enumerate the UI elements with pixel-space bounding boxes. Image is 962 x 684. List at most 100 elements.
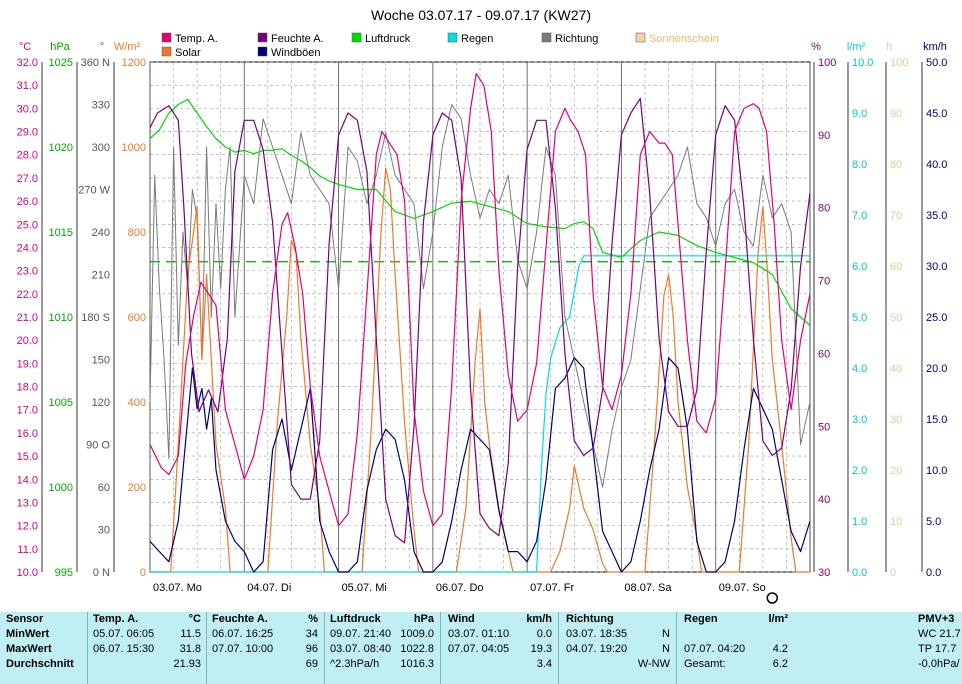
sunshine-axis-tick: 30 [890,414,902,426]
solar-axis-tick: 800 [128,227,146,239]
x-axis-labels: 03.07. Mo 04.07. Di 05.07. Mi 06.07. Do 07.0… [153,582,766,594]
stats-temp-max-time: 06.07. 15:30 [93,643,155,655]
direction-axis-tick: 120 [92,397,110,409]
stats-temp-header: Temp. A. [93,613,139,625]
stats-pressure-avg-time: ^2.3hPa/h [330,658,380,670]
stats-row-label-min: MinWert [6,628,50,640]
rain-axis-tick: 9.0 [852,108,867,120]
stats-rain-max-time: 07.07. 04:20 [684,643,746,655]
series-line-temp-a- [149,72,811,527]
sunshine-axis-tick: 70 [890,210,902,222]
rain-axis-tick: 1.0 [852,516,867,528]
temp-axis-tick: 19.0 [17,358,38,370]
stats-pressure-avg-value: 1016.3 [400,658,434,670]
chart-title: Woche 03.07.17 - 09.07.17 (KW27) [371,7,591,23]
series-line-windb-en [149,357,811,573]
stats-humidity-max-time: 07.07. 10:00 [212,643,274,655]
legend-item-pressure: Luftdruck [351,32,411,45]
series-line-regen [150,255,810,573]
legend-swatch [447,32,458,43]
solar-axis-tick: 1000 [122,142,146,154]
x-axis-label: 07.07. Fr [530,582,574,594]
rain-axis-tick: 7.0 [852,210,867,222]
stats-direction-column: Richtung 03.07. 18:35 N 04.07. 19:20 N W-N… [566,612,670,684]
sunshine-axis-tick: 0 [890,567,896,579]
solar-axis-tick: 600 [128,312,146,324]
legend-label: Feuchte A. [271,33,324,45]
wind-axis-tick: 20.0 [926,363,947,375]
series-line-feuchte-a- [149,97,811,544]
temp-axis-tick: 12.0 [17,521,38,533]
stats-wind-max-time: 07.07. 04:05 [448,643,510,655]
rain-axis-tick: 10.0 [852,57,873,69]
stats-divider [206,612,207,684]
rain-axis-tick: 6.0 [852,261,867,273]
temp-axis-tick: 10.0 [17,567,38,579]
stats-wind-unit: km/h [526,613,552,625]
series-group [149,72,811,604]
legend-label: Sonnenschein [649,33,719,45]
direction-axis-tick: 90 O [86,440,110,452]
stats-rain-column: Regen l/m² 07.07. 04:20 4.2 Gesamt: 6.2 [684,612,788,684]
rain-axis-tick: 8.0 [852,159,867,171]
humidity-axis-tick: 60 [818,348,830,360]
stats-pmv-trend: -0.0hPa/ [918,658,960,670]
direction-axis-unit: ° [100,41,104,53]
wind-axis-tick: 15.0 [926,414,947,426]
temp-axis-tick: 16.0 [17,428,38,440]
stats-temp-min-value: 11.5 [180,628,201,640]
stats-wind-column: Wind km/h 03.07. 01:10 0.0 07.07. 04:05 19.… [448,612,552,684]
temp-axis-tick: 29.0 [17,127,38,139]
stats-pressure-max-value: 1022.8 [400,643,434,655]
stats-pmv-header: PMV+3 [918,613,955,625]
stats-divider [87,612,88,684]
pressure-axis-tick: 1025 [49,57,73,69]
stats-rain-header: Regen [684,613,718,625]
temp-axis-tick: 25.0 [17,219,38,231]
x-axis-label: 04.07. Di [247,582,291,594]
legend-item-sunshine: Sonnenschein [635,32,719,45]
wind-axis-tick: 10.0 [926,465,947,477]
temp-axis-tick: 22.0 [17,289,38,301]
temp-axis-tick: 17.0 [17,405,38,417]
sunshine-axis-tick: 80 [890,159,902,171]
rain-axis-tick: 0.0 [852,567,867,579]
stats-wind-min-value: 0.0 [536,628,552,640]
sunshine-axis-tick: 10 [890,516,902,528]
legend-swatch [635,32,646,43]
stats-pmv-tp: TP 17.7 [918,643,957,655]
stats-sensor-column: Sensor MinWert MaxWert Durchschnitt [6,612,84,684]
pressure-axis-tick: 1005 [49,397,73,409]
legend-item-direction: Richtung [541,32,598,45]
humidity-axis-tick: 90 [818,130,830,142]
stats-wind-max-value: 19.3 [530,643,552,655]
wind-axis-tick: 45.0 [926,108,947,120]
humidity-axis-tick: 40 [818,494,830,506]
temp-axis-tick: 31.0 [17,80,38,92]
direction-axis-tick: 30 [98,525,110,537]
legend: Temp. A. Solar Feuchte A. Windböen Luftdruck… [161,32,719,59]
sunshine-axis-tick: 40 [890,363,902,375]
direction-axis-tick: 150 [92,355,110,367]
legend-swatch [161,46,172,57]
legend-label: Regen [461,33,493,45]
x-axis-label: 09.07. So [719,582,766,594]
wind-axis-unit: km/h [923,41,947,53]
stats-temp-column: Temp. A. °C 05.07. 06:05 11.5 06.07. 15:30… [93,612,201,684]
stats-divider [440,612,441,684]
wind-axis-tick: 5.0 [926,516,941,528]
stats-divider [558,612,559,684]
temp-axis-unit: °C [19,41,31,53]
rain-axis-tick: 5.0 [852,312,867,324]
wind-axis-tick: 25.0 [926,312,947,324]
humidity-axis-unit: % [811,41,821,53]
legend-label: Windböen [271,47,321,59]
temp-axis-tick: 20.0 [17,335,38,347]
stats-rain-unit: l/m² [768,613,788,625]
stats-pmv-column: PMV+3 WC 21.7 TP 17.7 -0.0hPa/ [918,612,962,684]
solar-axis-unit: W/m² [114,41,141,53]
sunshine-axis-tick: 60 [890,261,902,273]
series-line-luftdruck [149,98,811,326]
direction-axis-tick: 0 N [93,567,110,579]
legend-item-rain: Regen [447,32,493,45]
